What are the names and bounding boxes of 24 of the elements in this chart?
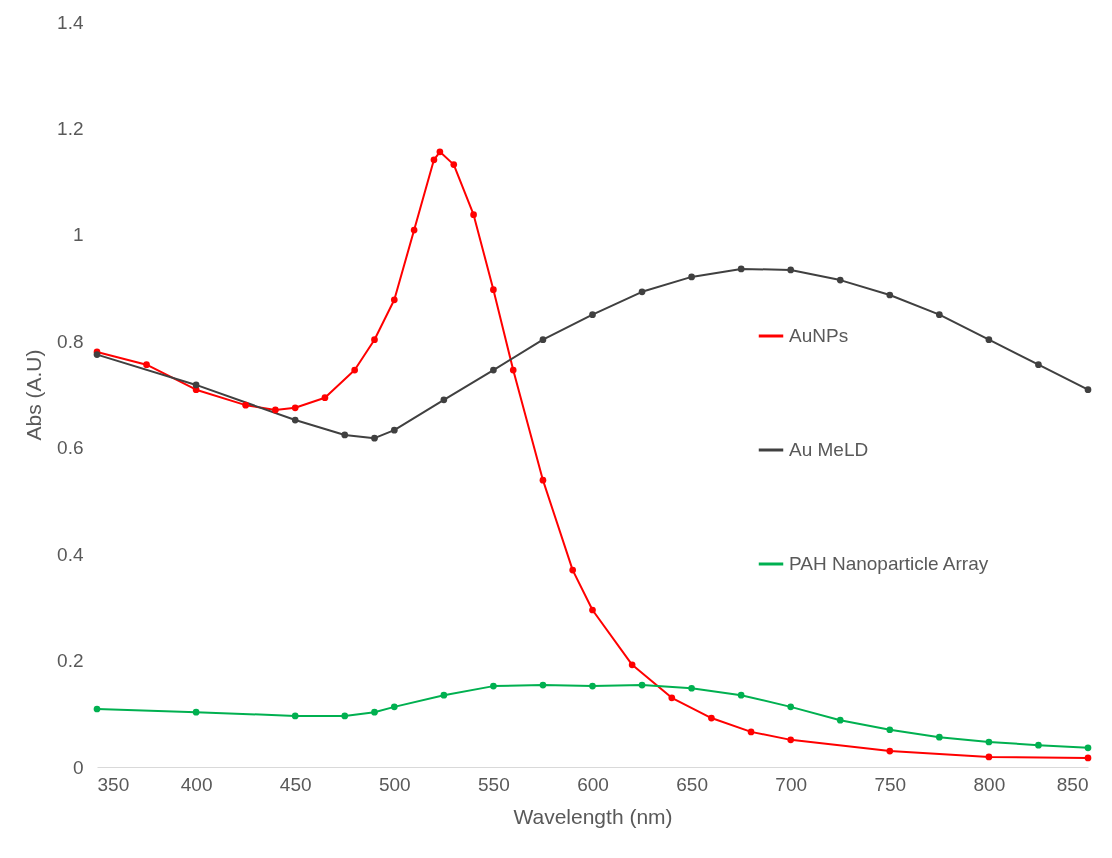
y-axis-title: Abs (A.U) [22, 349, 46, 441]
x-tick-label: 700 [775, 773, 808, 795]
y-tick-label: 1 [72, 224, 84, 246]
x-tick-label: 500 [378, 773, 411, 795]
legend-label: AuNPs [789, 325, 849, 346]
x-tick-label: 450 [279, 773, 312, 795]
y-tick-label: 0 [72, 756, 84, 778]
x-tick-label: 650 [676, 773, 708, 795]
legend-label: Au MeLD [789, 439, 869, 460]
y-tick-label: 1.2 [57, 117, 84, 139]
x-tick-label: 550 [478, 773, 510, 795]
x-tick-label: 800 [973, 773, 1006, 795]
x-tick-label: 600 [577, 773, 609, 795]
x-tick-label: 350 [97, 773, 130, 795]
x-tick-label: 400 [180, 773, 213, 795]
x-tick-label: 750 [874, 773, 907, 795]
x-axis-title: Wavelength (nm) [513, 804, 673, 828]
y-tick-label: 0.8 [57, 330, 84, 352]
x-tick-label: 850 [1056, 773, 1089, 795]
y-tick-label: 0.2 [57, 650, 84, 672]
y-tick-label: 0.4 [57, 543, 84, 565]
y-tick-label: 1.4 [57, 11, 84, 33]
legend-label: PAH Nanoparticle Array [789, 553, 989, 574]
y-tick-label: 0.6 [57, 437, 84, 459]
